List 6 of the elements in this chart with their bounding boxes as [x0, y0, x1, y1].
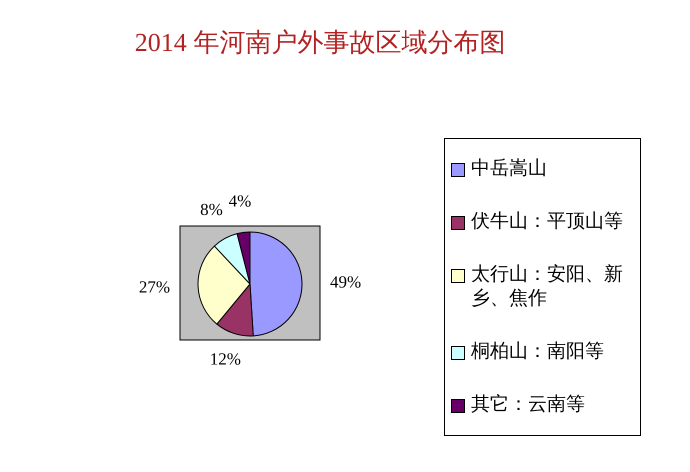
legend-label: 伏牛山：平顶山等: [471, 210, 624, 234]
legend-label: 太行山：安阳、新乡、焦作: [471, 262, 624, 311]
legend-label: 其它：云南等: [471, 392, 586, 417]
legend-label: 桐柏山：南阳等: [471, 340, 605, 364]
title: 2014 年河南户外事故区域分布图: [134, 28, 506, 57]
legend-label: 中岳嵩山: [471, 157, 548, 182]
